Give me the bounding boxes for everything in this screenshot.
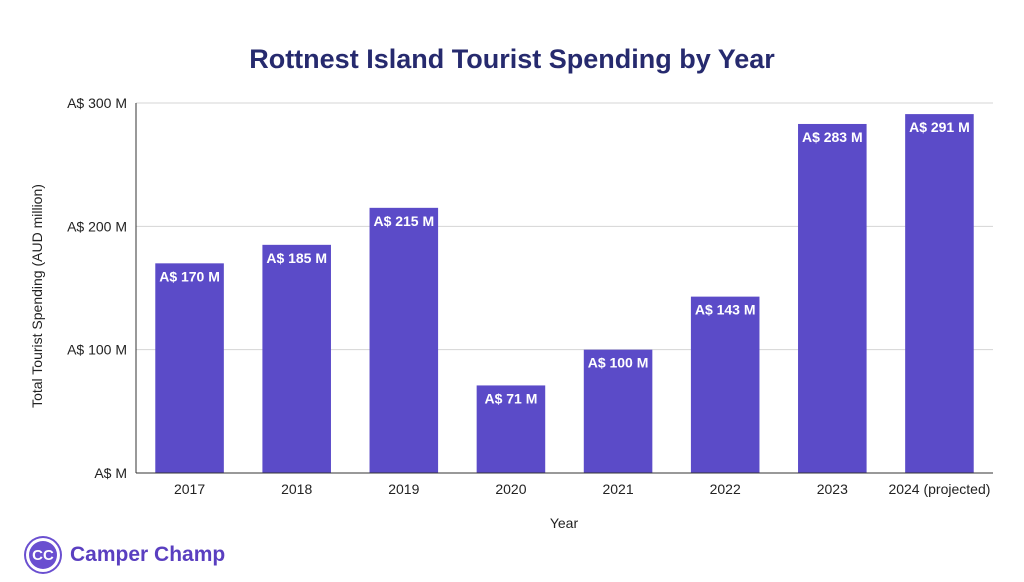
data-label: A$ 143 M — [695, 302, 756, 318]
y-tick-label: A$ M — [94, 465, 127, 481]
bar — [798, 123, 867, 473]
bar — [476, 385, 546, 473]
bars: A$ 170 M A$ 185 M A$ 215 M A$ 71 M A$ 100 M A… — [155, 114, 974, 474]
brand-name: Camper Champ — [70, 543, 226, 566]
x-tick-label: 2022 — [710, 481, 741, 497]
data-label: A$ 170 M — [159, 268, 220, 284]
data-label: A$ 100 M — [588, 355, 649, 371]
x-tick-label: 2019 — [388, 481, 419, 497]
x-tick-label: 2017 — [174, 481, 205, 497]
axes: A$ M A$ 100 M A$ 200 M A$ 300 M 2017 2018 2019… — [67, 95, 993, 497]
bar — [155, 263, 224, 473]
brand-logo-block: CC Camper Champ — [26, 536, 225, 574]
chart-title: Rottnest Island Tourist Spending by Year — [249, 44, 775, 74]
data-label: A$ 71 M — [484, 390, 537, 406]
bar — [583, 349, 653, 473]
x-axis-label: Year — [550, 515, 579, 531]
bar — [905, 114, 974, 473]
x-tick-label: 2021 — [602, 481, 633, 497]
y-tick-label: A$ 100 M — [67, 342, 127, 358]
x-tick-label: 2024 (projected) — [888, 481, 990, 497]
y-tick-label: A$ 200 M — [67, 218, 127, 234]
y-tick-label: A$ 300 M — [67, 95, 127, 111]
data-label: A$ 283 M — [802, 129, 863, 145]
x-tick-label: 2023 — [817, 481, 848, 497]
bar — [690, 296, 760, 473]
bar — [369, 207, 439, 474]
x-tick-label: 2018 — [281, 481, 312, 497]
data-label: A$ 185 M — [266, 250, 327, 266]
x-tick-label: 2020 — [495, 481, 526, 497]
data-label: A$ 215 M — [373, 213, 434, 229]
data-label: A$ 291 M — [909, 119, 970, 135]
bar — [262, 244, 331, 473]
brand-logo-icon: CC — [26, 538, 60, 572]
y-axis-label: Total Tourist Spending (AUD million) — [29, 184, 45, 408]
